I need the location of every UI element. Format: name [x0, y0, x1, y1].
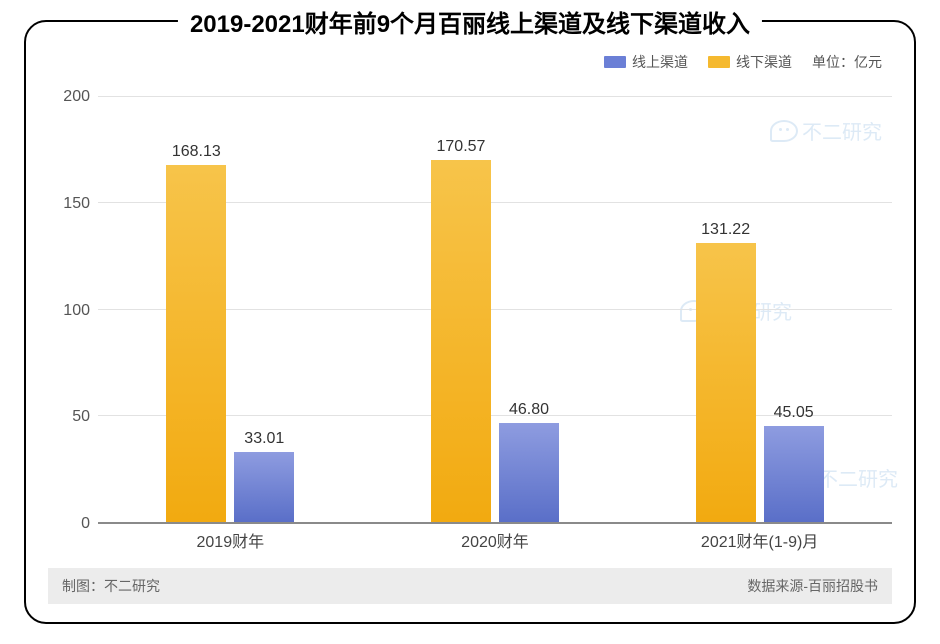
- bar-offline: 170.57: [431, 160, 491, 522]
- bar-offline: 131.22: [696, 243, 756, 522]
- legend-label-online: 线上渠道: [632, 52, 688, 72]
- footer-left: 制图：不二研究: [62, 576, 160, 596]
- legend-item-online: 线上渠道: [604, 52, 688, 72]
- bar-value-label: 33.01: [244, 430, 284, 448]
- y-tick-label: 0: [81, 515, 90, 533]
- x-axis-label: 2020财年: [461, 528, 529, 552]
- bar-value-label: 45.05: [774, 404, 814, 422]
- legend: 线上渠道 线下渠道 单位：亿元: [48, 52, 892, 72]
- legend-swatch-offline: [708, 56, 730, 68]
- legend-item-offline: 线下渠道: [708, 52, 792, 72]
- y-tick-label: 100: [63, 302, 90, 320]
- bar-online: 45.05: [764, 426, 824, 522]
- chart-area: 050100150200 不二研究 不二研究 不二研究 168.1333.012…: [48, 76, 892, 562]
- footer-bar: 制图：不二研究 数据来源-百丽招股书: [48, 568, 892, 604]
- chart-title: 2019-2021财年前9个月百丽线上渠道及线下渠道收入: [178, 4, 762, 39]
- bar-group: 168.1333.012019财年: [98, 76, 363, 522]
- bar-group: 131.2245.052021财年(1-9)月: [627, 76, 892, 522]
- y-tick-label: 200: [63, 88, 90, 106]
- chart-frame: 2019-2021财年前9个月百丽线上渠道及线下渠道收入 线上渠道 线下渠道 单…: [24, 20, 916, 624]
- footer-right: 数据来源-百丽招股书: [747, 576, 878, 596]
- legend-unit: 单位：亿元: [812, 52, 882, 72]
- x-axis-label: 2019财年: [197, 528, 265, 552]
- bar-offline: 168.13: [166, 165, 226, 522]
- bar-group: 170.5746.802020财年: [363, 76, 628, 522]
- plot-area: 不二研究 不二研究 不二研究 168.1333.012019财年170.5746…: [98, 76, 892, 524]
- bar-value-label: 46.80: [509, 401, 549, 419]
- legend-swatch-online: [604, 56, 626, 68]
- legend-label-offline: 线下渠道: [736, 52, 792, 72]
- y-tick-label: 150: [63, 195, 90, 213]
- bar-value-label: 170.57: [437, 138, 486, 156]
- bar-value-label: 168.13: [172, 143, 221, 161]
- x-axis-label: 2021财年(1-9)月: [701, 528, 818, 552]
- bar-online: 33.01: [234, 452, 294, 522]
- y-axis: 050100150200: [48, 76, 98, 524]
- bar-value-label: 131.22: [701, 221, 750, 239]
- y-tick-label: 50: [72, 408, 90, 426]
- bar-online: 46.80: [499, 423, 559, 522]
